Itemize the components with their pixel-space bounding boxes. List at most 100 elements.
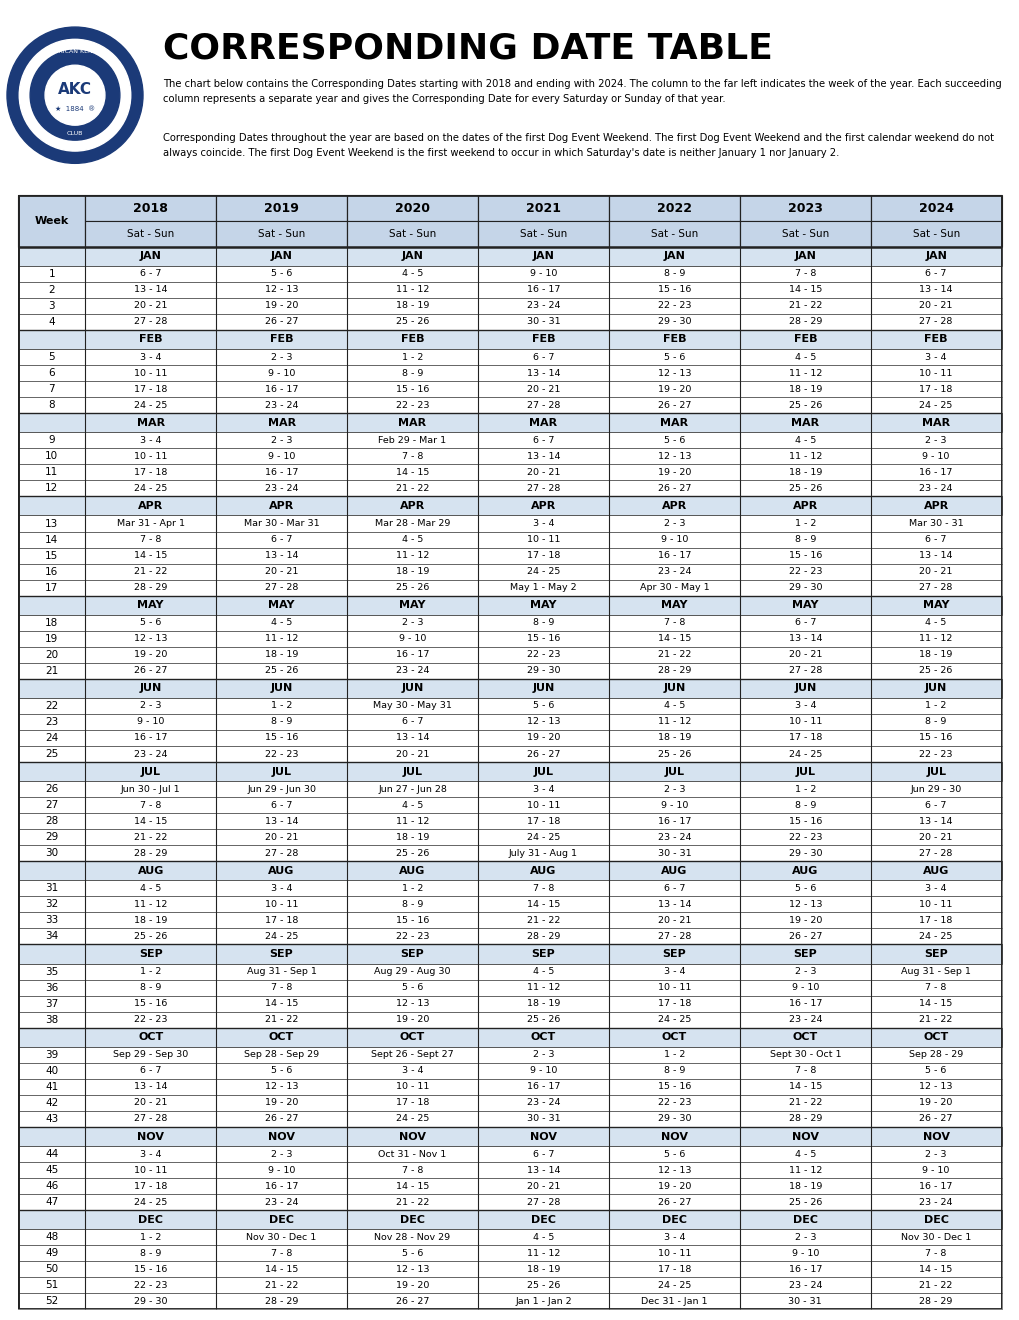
Text: 21 - 22: 21 - 22 (918, 1015, 952, 1024)
Bar (870, 797, 1001, 813)
Bar (608, 220, 739, 247)
Text: 25 - 26: 25 - 26 (657, 750, 690, 759)
Text: 4 - 5: 4 - 5 (924, 618, 946, 627)
Text: 4 - 5: 4 - 5 (401, 535, 423, 544)
Bar (18, 1294, 86, 1309)
Text: 25 - 26: 25 - 26 (788, 400, 821, 409)
Bar (739, 945, 870, 964)
Bar (216, 247, 346, 265)
Text: 27 - 28: 27 - 28 (265, 583, 298, 593)
Text: 11 - 12: 11 - 12 (526, 983, 559, 993)
Text: 21 - 22: 21 - 22 (788, 1098, 821, 1107)
Bar (346, 480, 478, 496)
Text: SEP: SEP (923, 949, 947, 960)
Bar (739, 366, 870, 381)
Bar (86, 714, 216, 730)
Text: OCT: OCT (922, 1032, 948, 1043)
Text: 7 - 8: 7 - 8 (794, 1067, 815, 1076)
Bar (86, 861, 216, 880)
Bar (86, 397, 216, 413)
Bar (346, 730, 478, 746)
Bar (346, 330, 478, 348)
Text: 11 - 12: 11 - 12 (788, 451, 821, 461)
Bar (478, 366, 608, 381)
Bar (608, 281, 739, 298)
Bar (346, 381, 478, 397)
Text: 22 - 23: 22 - 23 (526, 651, 559, 659)
Bar (346, 964, 478, 979)
Bar (478, 432, 608, 449)
Bar (739, 698, 870, 714)
Bar (216, 265, 346, 281)
Bar (870, 247, 1001, 265)
Text: 12 - 13: 12 - 13 (918, 1082, 952, 1092)
Text: APR: APR (138, 500, 163, 511)
Text: 20 - 21: 20 - 21 (133, 301, 167, 310)
Text: 27 - 28: 27 - 28 (918, 849, 952, 858)
Text: 17 - 18: 17 - 18 (788, 734, 821, 742)
Text: 12 - 13: 12 - 13 (265, 285, 298, 294)
Text: NOV: NOV (660, 1131, 687, 1142)
Bar (216, 698, 346, 714)
Bar (18, 615, 86, 631)
Text: 4 - 5: 4 - 5 (794, 1150, 815, 1159)
Text: 11: 11 (45, 467, 58, 478)
Bar (870, 397, 1001, 413)
Bar (870, 781, 1001, 797)
Text: 14 - 15: 14 - 15 (788, 1082, 821, 1092)
Text: 9 - 10: 9 - 10 (268, 451, 294, 461)
Text: 5 - 6: 5 - 6 (140, 618, 161, 627)
Text: 6: 6 (49, 368, 55, 378)
Bar (18, 413, 86, 432)
Text: 24 - 25: 24 - 25 (918, 932, 952, 941)
Bar (870, 281, 1001, 298)
Bar (216, 746, 346, 762)
Bar (216, 1047, 346, 1063)
Bar (216, 1229, 346, 1245)
Bar (216, 516, 346, 532)
Text: Sat - Sun: Sat - Sun (781, 228, 828, 239)
Bar (739, 678, 870, 698)
Bar (18, 912, 86, 928)
Bar (216, 714, 346, 730)
Bar (346, 1047, 478, 1063)
Bar (608, 1111, 739, 1127)
Bar (346, 195, 478, 220)
Bar (18, 516, 86, 532)
Bar (870, 298, 1001, 314)
Text: 3 - 4: 3 - 4 (140, 1150, 161, 1159)
Text: Week: Week (35, 216, 69, 226)
Bar (86, 762, 216, 781)
Text: 26 - 27: 26 - 27 (657, 400, 690, 409)
Text: 9 - 10: 9 - 10 (921, 1166, 949, 1175)
Text: 20 - 21: 20 - 21 (526, 1181, 559, 1191)
Bar (346, 1146, 478, 1162)
Bar (608, 595, 739, 615)
Text: 15 - 16: 15 - 16 (788, 817, 821, 826)
Text: 38: 38 (45, 1015, 58, 1024)
Text: 1 - 2: 1 - 2 (794, 784, 815, 793)
Text: Aug 31 - Sep 1: Aug 31 - Sep 1 (247, 968, 316, 977)
Bar (478, 829, 608, 845)
Text: 4 - 5: 4 - 5 (794, 436, 815, 445)
Text: 11 - 12: 11 - 12 (265, 634, 298, 643)
Text: 3 - 4: 3 - 4 (794, 701, 815, 710)
Text: 27 - 28: 27 - 28 (133, 1114, 167, 1123)
Text: MAR: MAR (398, 417, 426, 428)
Bar (216, 928, 346, 945)
Text: 16 - 17: 16 - 17 (526, 285, 559, 294)
Bar (870, 1063, 1001, 1078)
Text: 18 - 19: 18 - 19 (395, 301, 429, 310)
Bar (18, 945, 86, 964)
Text: 24 - 25: 24 - 25 (265, 932, 298, 941)
Bar (346, 449, 478, 465)
Text: JUL: JUL (533, 767, 553, 776)
Text: MAR: MAR (267, 417, 296, 428)
Text: 18 - 19: 18 - 19 (265, 651, 298, 659)
Text: JAN: JAN (140, 251, 161, 261)
Bar (739, 880, 870, 896)
Text: 2019: 2019 (264, 202, 299, 215)
Text: Sept 30 - Oct 1: Sept 30 - Oct 1 (768, 1051, 841, 1060)
Text: 14 - 15: 14 - 15 (918, 999, 952, 1008)
Text: 35: 35 (45, 966, 58, 977)
